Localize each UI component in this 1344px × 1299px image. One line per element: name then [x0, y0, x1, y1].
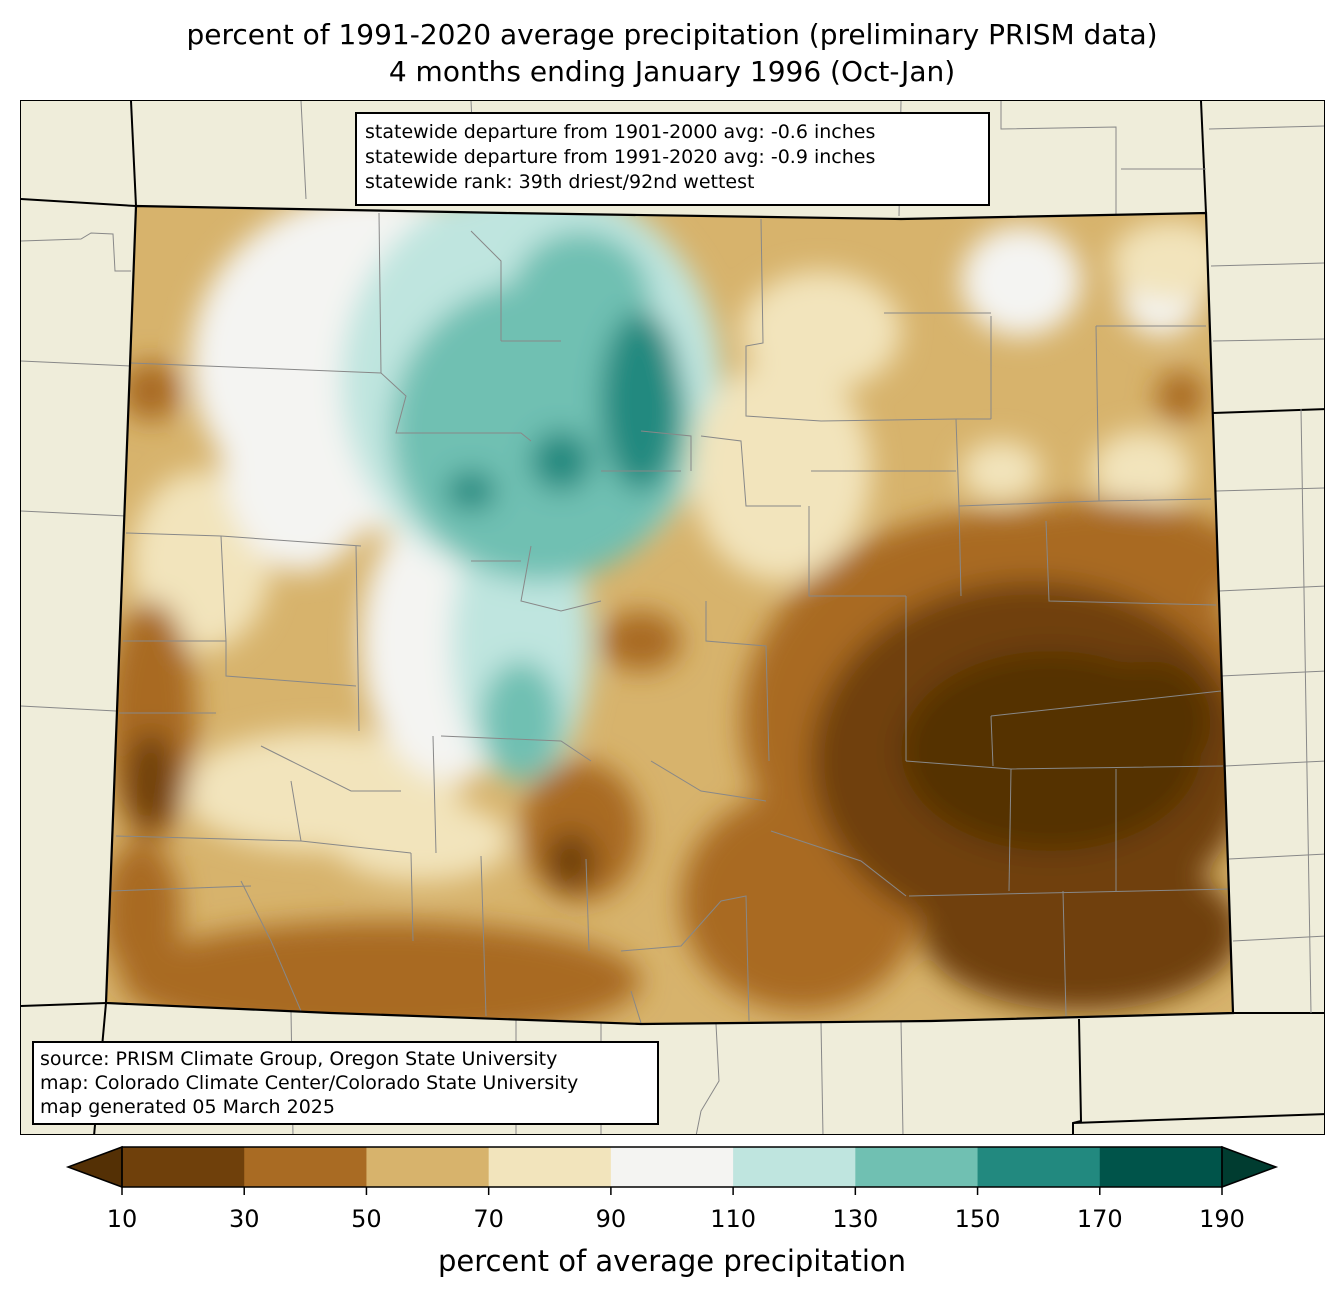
colorbar-segment: [366, 1147, 490, 1187]
neighbor-state-lines: [21, 101, 1324, 1134]
source-prism: source: PRISM Climate Group, Oregon Stat…: [40, 1048, 558, 1070]
stats-departure-1991-2020: statewide departure from 1991-2020 avg: …: [365, 146, 876, 168]
colorbar-over-arrow: [1221, 1145, 1279, 1189]
source-map-credit: map: Colorado Climate Center/Colorado St…: [40, 1072, 579, 1094]
colorbar-tick-label: 150: [954, 1205, 1001, 1233]
colorbar-tick-label: 70: [473, 1205, 504, 1233]
colorbar-label: percent of average precipitation: [437, 1244, 907, 1278]
colorbar-tick-label: 10: [106, 1205, 138, 1233]
precipitation-field: [106, 206, 1233, 1024]
colorbar-segment: [977, 1147, 1101, 1187]
colorbar-segment: [1099, 1147, 1223, 1187]
colorbar-under-arrow: [65, 1145, 123, 1189]
colorbar-tick-label: 170: [1076, 1205, 1123, 1233]
colorbar-segment: [610, 1147, 734, 1187]
colorbar-tick-label: 50: [351, 1205, 382, 1233]
source-generated-date: map generated 05 March 2025: [40, 1096, 335, 1118]
colorbar-outline: [121, 1146, 1223, 1188]
colorbar-tick-label: 30: [228, 1205, 260, 1233]
colorado-boundary: [104, 204, 1235, 1026]
colorbar-tick-label: 190: [1199, 1205, 1245, 1233]
colorbar-segment: [733, 1147, 856, 1187]
colorbar-tick-label: 90: [595, 1205, 627, 1233]
map-subtitle: 4 months ending January 1996 (Oct-Jan): [388, 55, 956, 88]
colorbar-segment: [488, 1147, 612, 1187]
map-title: percent of 1991-2020 average precipitati…: [186, 18, 1158, 51]
colorado-county-lines: [110, 212, 1232, 1024]
map-frame: [20, 100, 1325, 1135]
stats-departure-1901-2000: statewide departure from 1901-2000 avg: …: [365, 121, 876, 143]
source-box: source: PRISM Climate Group, Oregon Stat…: [32, 1041, 659, 1125]
colorbar-segment: [244, 1147, 367, 1187]
colorbar-tick-label: 130: [832, 1205, 879, 1233]
statewide-stats-box: statewide departure from 1901-2000 avg: …: [355, 112, 990, 206]
stats-rank: statewide rank: 39th driest/92nd wettest: [365, 171, 755, 193]
precipitation-map: [21, 101, 1324, 1134]
colorbar-tick-label: 110: [710, 1205, 757, 1233]
colorbar-segment: [855, 1147, 979, 1187]
colorbar: [65, 1145, 1279, 1195]
colorbar-segment: [122, 1147, 245, 1187]
